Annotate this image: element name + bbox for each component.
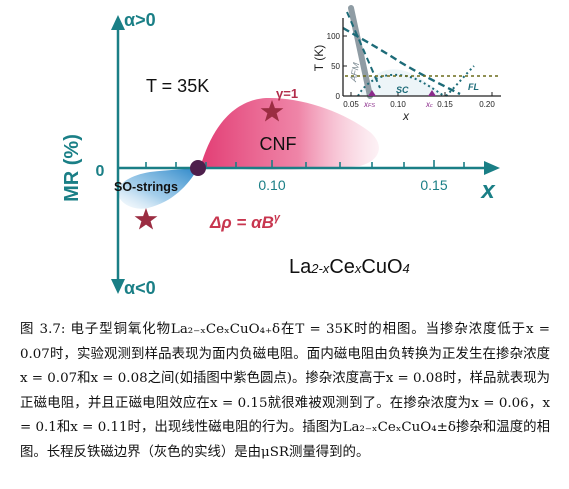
- compound-label: La2-xCexCuO4: [289, 256, 410, 278]
- inset-y-tick-50: 50: [331, 62, 340, 71]
- inset-afm-label: AFM: [348, 61, 361, 83]
- inset-plot: 0 50 100 T (K) 0.05 0.10 0.15 0.20 xFS x…: [312, 5, 501, 123]
- star-marker-so-strings: [134, 208, 158, 230]
- inset-afm-boundary: [348, 5, 373, 99]
- y-bottom-label: α<0: [124, 278, 156, 298]
- so-strings-region: [118, 168, 198, 209]
- inset-sc-label: SC: [396, 85, 409, 95]
- inset-xfs-label: xFS: [363, 100, 375, 109]
- phase-diagram-figure: α>0 α<0 MR (%) 0 x 0.10 0.15 T = 35K γ=1…: [61, 5, 501, 298]
- inset-fl-boundary: [445, 65, 475, 97]
- inset-y-tick-0: 0: [336, 92, 341, 101]
- inset-y-tick-100: 100: [327, 32, 341, 41]
- cnf-label: CNF: [260, 134, 297, 154]
- inset-xfs-marker: [368, 90, 376, 96]
- y-top-label: α>0: [124, 10, 156, 30]
- inset-xc-marker: [428, 90, 436, 96]
- inset-x-title: x: [402, 109, 410, 123]
- formula-label: Δρ = αBγ: [209, 212, 281, 232]
- temperature-label: T = 35K: [146, 76, 209, 96]
- x-axis-arrow: [484, 161, 500, 175]
- star-marker-gamma: [260, 100, 284, 122]
- sign-change-dot: [190, 160, 206, 176]
- x-axis-ticks: [145, 160, 465, 168]
- inset-y-title: T (K): [312, 45, 326, 71]
- y-axis-title: MR (%): [61, 134, 83, 202]
- inset-sc-boundary: [357, 73, 445, 97]
- gamma-label: γ=1: [276, 86, 298, 101]
- inset-x-tick-020: 0.20: [479, 100, 495, 109]
- x-axis-title: x: [479, 177, 496, 204]
- inset-x-tick-010: 0.10: [390, 100, 406, 109]
- inset-x-tick-005: 0.05: [343, 100, 359, 109]
- x-tick-label-0-15: 0.15: [420, 177, 447, 193]
- y-axis-arrow-top: [111, 15, 125, 30]
- inset-dashed-boundary: [342, 26, 461, 96]
- inset-x-tick-015: 0.15: [437, 100, 453, 109]
- y-axis-arrow-bottom: [111, 279, 125, 294]
- inset-xc-label: xc: [425, 100, 433, 109]
- so-strings-label: SO-strings: [114, 180, 178, 194]
- figure-caption: 图 3.7: 电子型铜氧化物La₂₋ₓCeₓCuO₄₊δ在T = 35K时的相图…: [20, 318, 550, 466]
- cnf-region: [200, 97, 379, 170]
- x-tick-label-0-10: 0.10: [258, 177, 285, 193]
- caption-text: 图 3.7: 电子型铜氧化物La₂₋ₓCeₓCuO₄₊δ在T = 35K时的相图…: [20, 322, 550, 460]
- inset-fl-label: FL: [468, 82, 479, 92]
- inset-afm-dashed-line: [346, 11, 381, 89]
- origin-label: 0: [96, 163, 105, 180]
